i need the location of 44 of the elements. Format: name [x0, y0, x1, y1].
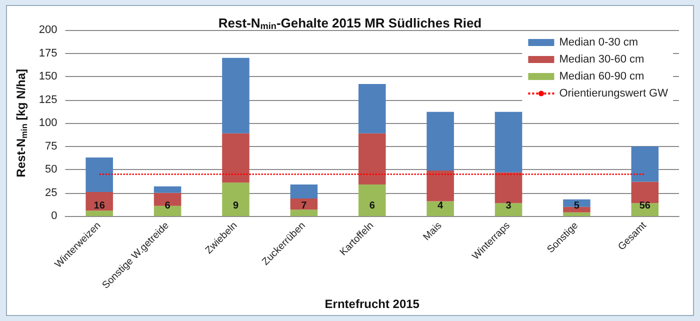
- y-tick-label: 175: [38, 47, 58, 60]
- y-tick-label: 125: [38, 94, 58, 106]
- annotation: 56: [639, 200, 651, 212]
- legend-label: Orientierungswert GW: [559, 88, 669, 100]
- bar: [358, 133, 386, 185]
- bar: [358, 84, 386, 134]
- legend-label: Median 30-60 cm: [559, 54, 644, 66]
- bar: [358, 184, 386, 216]
- bar: [631, 146, 659, 182]
- annotation: 3: [506, 200, 512, 212]
- legend-label: Median 60-90 cm: [559, 70, 644, 82]
- bar: [222, 133, 250, 183]
- bar: [494, 203, 522, 216]
- bar: [86, 158, 113, 192]
- bar: [426, 112, 454, 171]
- x-axis-title: Erntefrucht 2015: [324, 297, 420, 311]
- annotation: 7: [301, 200, 308, 212]
- bar: [631, 182, 659, 204]
- bar: [222, 58, 250, 134]
- bar: [290, 198, 318, 210]
- y-tick-label: 0: [51, 210, 58, 222]
- y-tick-label: 50: [45, 164, 58, 176]
- annotation: 4: [438, 200, 444, 212]
- legend-label: Median 0-30 cm: [559, 36, 638, 48]
- bar: [86, 210, 113, 216]
- y-tick-label: 150: [38, 70, 58, 83]
- annotation: 16: [94, 200, 106, 212]
- bar: [290, 184, 318, 198]
- y-axis-title: Rest-Nmin [kg N/ha]: [14, 68, 29, 178]
- y-tick-label: 25: [45, 186, 58, 199]
- annotation: 6: [369, 200, 376, 212]
- bar: [426, 170, 454, 202]
- y-tick-label: 75: [45, 140, 58, 152]
- bar: [494, 112, 522, 172]
- bar: [426, 201, 454, 216]
- bar: [494, 172, 522, 204]
- bar: [154, 186, 182, 193]
- bar: [563, 212, 590, 216]
- y-tick-label: 200: [38, 24, 58, 36]
- bar: [290, 210, 318, 216]
- annotation: 9: [232, 200, 239, 212]
- bar: [222, 182, 250, 216]
- bar: [86, 192, 113, 211]
- y-tick-label: 100: [38, 117, 58, 130]
